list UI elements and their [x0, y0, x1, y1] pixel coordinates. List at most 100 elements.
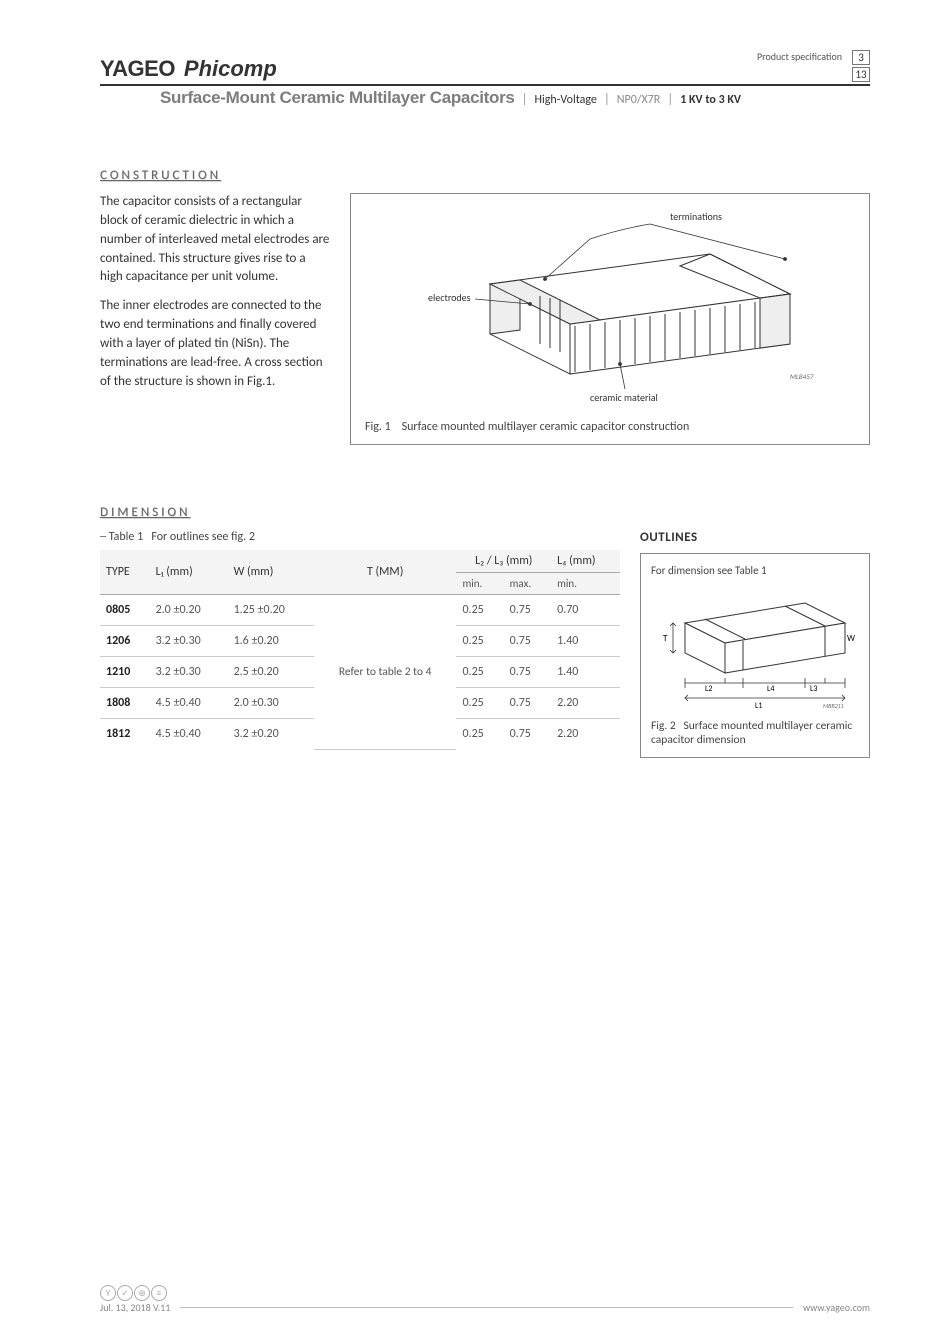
- sep2: |: [604, 92, 610, 107]
- tag-hv: High-Voltage: [535, 93, 597, 107]
- fig1-code: MLB457: [790, 372, 814, 381]
- td-l2max: 0.75: [504, 719, 551, 750]
- td-w: 1.6 ±0.20: [228, 626, 314, 657]
- td-l2min: 0.25: [456, 626, 503, 657]
- fig1-terminations-label: terminations: [670, 210, 722, 223]
- th-max: max.: [504, 573, 551, 595]
- fig2-L1: L1: [755, 701, 762, 711]
- table-no: Table 1: [109, 530, 143, 544]
- td-l2max: 0.75: [504, 595, 551, 626]
- page-total: 13: [852, 67, 870, 82]
- th-type: TYPE: [100, 550, 150, 595]
- th-t: T (MM): [314, 550, 457, 595]
- td-l4: 0.70: [551, 595, 620, 626]
- header-top: YAGEO Phicomp Product specification 3 13: [100, 50, 870, 86]
- td-w: 3.2 ±0.20: [228, 719, 314, 750]
- td-l2min: 0.25: [456, 719, 503, 750]
- footer: Y✓⊕≡ Jul. 13, 2018 V.11 www.yageo.com: [100, 1285, 870, 1314]
- sep3: |: [667, 92, 673, 107]
- td-type: 0805: [100, 595, 150, 626]
- footer-left: Y✓⊕≡ Jul. 13, 2018 V.11: [100, 1285, 170, 1314]
- page-current: 3: [852, 50, 870, 65]
- th-min: min.: [456, 573, 503, 595]
- table-area: ─ Table 1 For outlines see fig. 2 TYPE L…: [100, 530, 620, 750]
- brand-sub: Phicomp: [184, 56, 277, 81]
- fig1-caption-text: Surface mounted multilayer ceramic capac…: [402, 420, 690, 434]
- footer-date: Jul. 13, 2018 V.11: [100, 1301, 170, 1314]
- td-type: 1808: [100, 688, 150, 719]
- cert-icon: ≡: [151, 1285, 167, 1301]
- table-label-text: For outlines see fig. 2: [151, 530, 255, 544]
- brand-block: YAGEO Phicomp: [100, 56, 277, 82]
- fig2-caption-text: Surface mounted multilayer ceramic capac…: [651, 719, 852, 747]
- td-l4: 1.40: [551, 657, 620, 688]
- table-label: ─ Table 1 For outlines see fig. 2: [100, 530, 620, 544]
- td-l2min: 0.25: [456, 688, 503, 719]
- tag-dielectric: NP0/X7R: [617, 93, 661, 107]
- td-l1: 2.0 ±0.20: [150, 595, 228, 626]
- fig1-no: Fig. 1: [365, 420, 391, 434]
- table-row: 08052.0 ±0.201.25 ±0.20Refer to table 2 …: [100, 595, 620, 626]
- fig2-T: T: [663, 633, 668, 644]
- td-l2max: 0.75: [504, 657, 551, 688]
- fig2-box: For dimension see Table 1: [640, 553, 870, 758]
- fig2-no: Fig. 2: [651, 719, 676, 733]
- td-l1: 4.5 ±0.40: [150, 688, 228, 719]
- td-l2max: 0.75: [504, 626, 551, 657]
- td-w: 2.5 ±0.20: [228, 657, 314, 688]
- fig2-caption: Fig. 2 Surface mounted multilayer cerami…: [651, 719, 859, 747]
- td-l2min: 0.25: [456, 595, 503, 626]
- td-l4: 2.20: [551, 688, 620, 719]
- construction-text: The capacitor consists of a rectangular …: [100, 193, 330, 401]
- cert-icon: Y: [100, 1285, 116, 1301]
- td-l2max: 0.75: [504, 688, 551, 719]
- outline-area: OUTLINES For dimension see Table 1: [640, 530, 870, 758]
- cert-icon: ✓: [117, 1285, 133, 1301]
- fig1-diagram: terminations electrodes ceramic material…: [390, 204, 830, 414]
- th-l4: L₄ (mm): [551, 550, 620, 573]
- fig2-L3: L3: [810, 684, 817, 694]
- th-l23: L₂ / L₃ (mm): [456, 550, 551, 573]
- td-l4: 2.20: [551, 719, 620, 750]
- cert-icons: Y✓⊕≡: [100, 1285, 170, 1301]
- td-w: 1.25 ±0.20: [228, 595, 314, 626]
- sep1: |: [522, 92, 528, 107]
- page-number-frame: 3 13: [848, 50, 870, 82]
- section-head-construction: CONSTRUCTION: [100, 168, 870, 183]
- title-line: Surface-Mount Ceramic Multilayer Capacit…: [160, 88, 741, 108]
- fig2-L2: L2: [705, 684, 712, 694]
- td-t: Refer to table 2 to 4: [314, 595, 457, 750]
- fig1-ceramic-label: ceramic material: [590, 391, 658, 404]
- fig2-code: MBB211: [823, 702, 844, 710]
- td-w: 2.0 ±0.30: [228, 688, 314, 719]
- td-type: 1210: [100, 657, 150, 688]
- section-head-dimension: DIMENSION: [100, 505, 870, 520]
- td-type: 1206: [100, 626, 150, 657]
- footer-line: [180, 1307, 793, 1308]
- td-l1: 4.5 ±0.40: [150, 719, 228, 750]
- tag-voltage: 1 KV to 3 KV: [680, 93, 741, 107]
- td-l1: 3.2 ±0.30: [150, 657, 228, 688]
- td-l1: 3.2 ±0.30: [150, 626, 228, 657]
- th-w: W (mm): [228, 550, 314, 595]
- construction-p1: The capacitor consists of a rectangular …: [100, 193, 330, 287]
- td-l4: 1.40: [551, 626, 620, 657]
- dimension-wrap: ─ Table 1 For outlines see fig. 2 TYPE L…: [100, 530, 870, 758]
- header-row: Surface-Mount Ceramic Multilayer Capacit…: [100, 88, 870, 108]
- doc-title: Surface-Mount Ceramic Multilayer Capacit…: [160, 88, 515, 107]
- cert-icon: ⊕: [134, 1285, 150, 1301]
- dimension-table: TYPE L₁ (mm) W (mm) T (MM) L₂ / L₃ (mm) …: [100, 550, 620, 750]
- fig1-caption: Fig. 1 Surface mounted multilayer cerami…: [365, 420, 855, 434]
- td-l2min: 0.25: [456, 657, 503, 688]
- fig2-W: W: [847, 633, 855, 644]
- fig1-electrodes-label: electrodes: [428, 291, 471, 304]
- th-l4min: min.: [551, 573, 620, 595]
- fig2-L4: L4: [767, 684, 774, 694]
- brand-main: YAGEO: [100, 56, 175, 81]
- outlines-head: OUTLINES: [640, 530, 870, 545]
- td-type: 1812: [100, 719, 150, 750]
- product-spec-label: Product specification: [757, 50, 842, 63]
- th-l1: L₁ (mm): [150, 550, 228, 595]
- construction-p2: The inner electrodes are connected to th…: [100, 297, 330, 391]
- construction-wrap: The capacitor consists of a rectangular …: [100, 193, 870, 445]
